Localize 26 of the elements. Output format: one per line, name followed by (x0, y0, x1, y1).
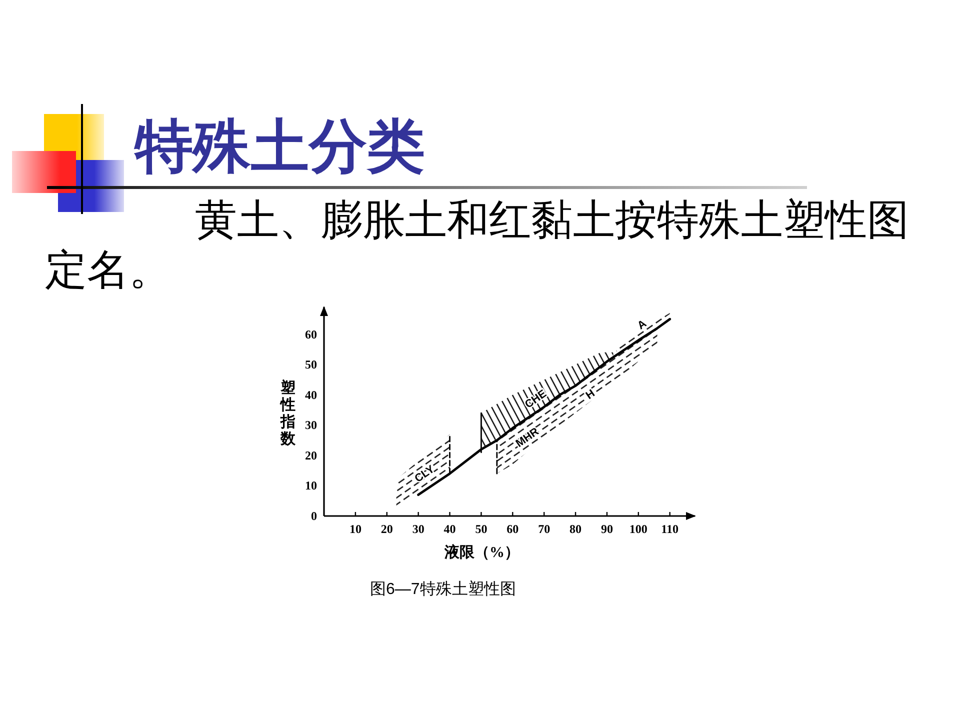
y-tick-label: 50 (305, 358, 317, 372)
x-tick-label: 60 (506, 522, 519, 536)
series-name: CLY (412, 463, 437, 486)
caption: 图6—7特殊土塑性图 (370, 580, 516, 598)
x-tick-label: 20 (380, 522, 393, 536)
annotation: H (584, 388, 598, 402)
x-tick-label: 110 (661, 522, 679, 536)
x-axis-title: 液限（%） (444, 543, 520, 561)
y-tick-label: 60 (305, 327, 317, 342)
x-tick-label: 30 (412, 522, 424, 536)
x-tick-label: 50 (475, 522, 488, 536)
y-axis-title: 塑性指数 (280, 378, 296, 448)
series-name: A (636, 318, 649, 332)
y-tick-label: 20 (305, 448, 317, 462)
y-tick-label: 10 (305, 478, 317, 493)
x-tick-label: 70 (538, 522, 550, 536)
chart-title: 特殊土分类 (135, 114, 425, 179)
x-tick-label: 90 (600, 522, 613, 536)
x-tick-label: 40 (444, 522, 456, 536)
y-tick-label: 0 (311, 509, 317, 523)
x-tick-label: 10 (349, 522, 362, 536)
x-tick-label: 100 (629, 522, 648, 536)
chart-subtitle: 黄土、膨胀土和红黏土按特殊土塑性图定名。 (45, 197, 910, 296)
x-tick-label: 80 (570, 522, 582, 536)
y-tick-label: 40 (305, 388, 317, 402)
y-tick-label: 30 (305, 418, 317, 432)
